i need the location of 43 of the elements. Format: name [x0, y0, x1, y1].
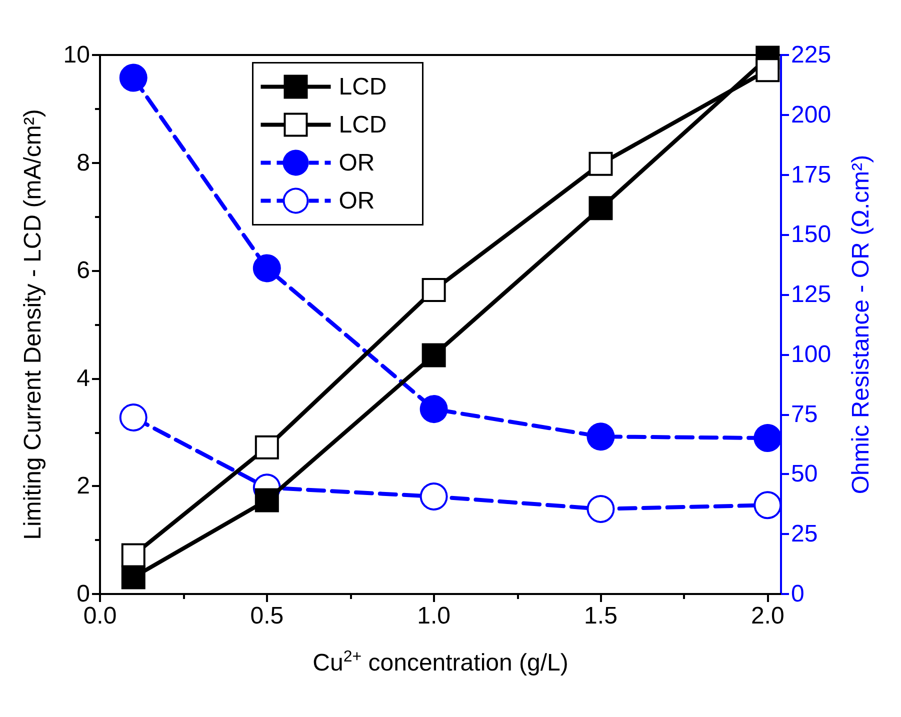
y2-tick-label: 0 [791, 580, 804, 608]
point [586, 494, 615, 523]
x-tick-label: 2.0 [750, 602, 784, 630]
point [422, 278, 446, 302]
y2-tick-label: 25 [791, 520, 818, 548]
point [254, 435, 279, 460]
y-tick-label: 10 [63, 42, 90, 68]
x-tick-label: 0.5 [250, 602, 284, 630]
y2-tick-label: 75 [791, 400, 818, 428]
point [121, 565, 146, 590]
point [420, 395, 448, 424]
point [121, 543, 146, 568]
point [754, 491, 782, 520]
y2-tick-label: 150 [791, 221, 832, 248]
y-axis-title: Limiting Current Density - LCD (mA/cm²) [20, 109, 46, 540]
y2-tick-label: 50 [791, 460, 818, 488]
x-tick-label: 1.0 [417, 602, 451, 630]
point [119, 403, 148, 432]
point [119, 64, 148, 92]
point [422, 343, 446, 368]
legend-label: LCD [338, 111, 387, 138]
y2-tick-label: 100 [791, 340, 832, 368]
legend-label: OR [338, 187, 375, 214]
point [252, 254, 281, 282]
y2-tick-label: 225 [791, 42, 832, 68]
y-tick-label: 8 [76, 149, 90, 176]
point [756, 58, 780, 82]
y-tick-label: 2 [76, 472, 90, 500]
y-tick-label: 4 [76, 364, 90, 392]
legend-label: LCD [338, 73, 387, 100]
point [754, 424, 782, 452]
point [420, 482, 448, 510]
point [588, 152, 613, 176]
point [586, 422, 615, 451]
point [588, 196, 613, 220]
y2-tick-label: 175 [791, 161, 832, 188]
legend-label: OR [338, 149, 375, 176]
x-tick-label: 1.5 [584, 602, 618, 630]
y2-axis-title: Ohmic Resistance - OR (Ω.cm²) [848, 154, 874, 494]
point [254, 488, 279, 512]
y-tick-label: 6 [76, 257, 90, 284]
y2-tick-label: 125 [791, 281, 832, 308]
y2-tick-label: 200 [791, 101, 832, 128]
